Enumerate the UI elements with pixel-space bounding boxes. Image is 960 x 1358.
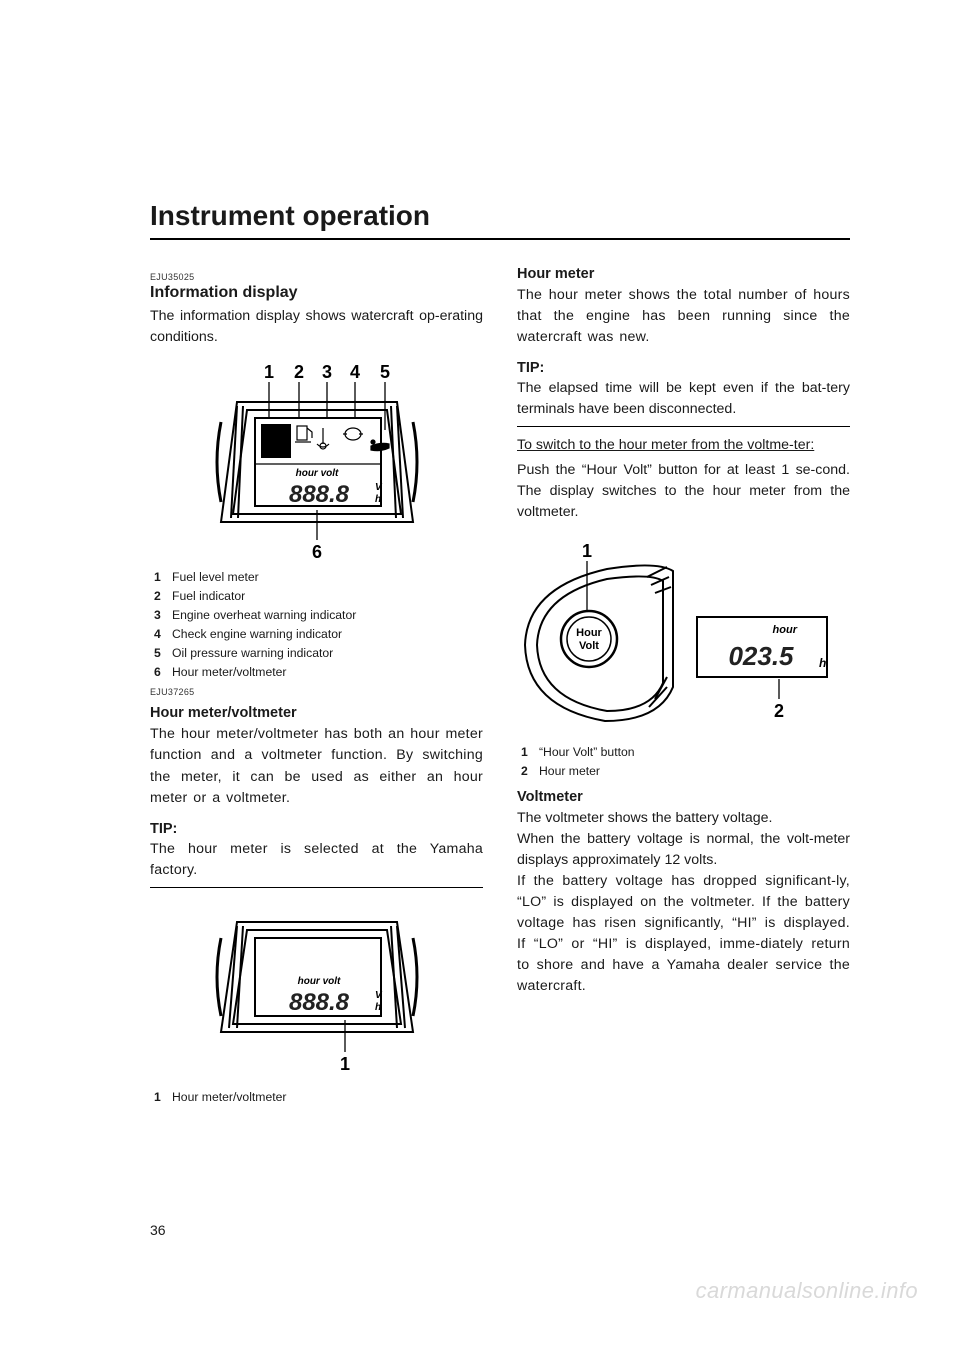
svg-text:1: 1: [582, 541, 592, 561]
body-text: When the battery voltage is normal, the …: [517, 829, 850, 871]
subsection-heading: Hour meter/voltmeter: [150, 705, 483, 721]
subsection-heading: Voltmeter: [517, 789, 850, 805]
legend-item: 3Engine overheat warning indicator: [154, 606, 483, 625]
svg-text:1: 1: [339, 1054, 349, 1074]
tip-label: TIP:: [150, 821, 483, 837]
svg-text:h: h: [375, 1002, 381, 1013]
legend-item: 1Hour meter/voltmeter: [154, 1088, 483, 1107]
figure-info-display: 1 2 3 4 5: [150, 362, 483, 562]
figure-legend: 1Hour meter/voltmeter: [154, 1088, 483, 1107]
svg-text:hour: hour: [773, 624, 798, 636]
body-text: The hour meter shows the total number of…: [517, 285, 850, 348]
legend-item: 5Oil pressure warning indicator: [154, 644, 483, 663]
svg-text:4: 4: [349, 362, 359, 382]
watermark: carmanualsonline.info: [696, 1278, 918, 1304]
legend-item: 2Fuel indicator: [154, 587, 483, 606]
legend-item: 6Hour meter/voltmeter: [154, 663, 483, 682]
svg-text:h: h: [375, 494, 381, 505]
page-title: Instrument operation: [150, 200, 850, 240]
page-root: Instrument operation EJU35025 Informatio…: [0, 0, 960, 1358]
svg-text:3: 3: [321, 362, 331, 382]
tip-body: The elapsed time will be kept even if th…: [517, 378, 850, 420]
body-text: Push the “Hour Volt” button for at least…: [517, 460, 850, 523]
svg-text:5: 5: [379, 362, 389, 382]
ref-code: EJU35025: [150, 272, 483, 282]
figure-legend: 1“Hour Volt” button 2Hour meter: [521, 743, 850, 781]
page-number: 36: [150, 1222, 166, 1238]
figure-hour-voltmeter: hour volt 888.8 V h 1: [150, 902, 483, 1082]
body-text: The voltmeter shows the battery voltage.: [517, 808, 850, 829]
gauge-diagram-icon: 1 2 3 4 5: [197, 362, 437, 562]
body-text: The hour meter/voltmeter has both an hou…: [150, 724, 483, 808]
tip-label: TIP:: [517, 360, 850, 376]
tip-rule: [150, 887, 483, 888]
two-column-layout: EJU35025 Information display The informa…: [150, 266, 850, 1112]
svg-text:hour volt: hour volt: [297, 976, 340, 987]
svg-text:h: h: [819, 656, 826, 670]
svg-text:Volt: Volt: [579, 640, 599, 652]
svg-text:2: 2: [293, 362, 303, 382]
button-diagram-icon: 1 Hour: [517, 537, 837, 737]
svg-text:023.5: 023.5: [728, 641, 794, 671]
svg-text:1: 1: [263, 362, 273, 382]
svg-text:888.8: 888.8: [288, 989, 349, 1016]
figure-legend: 1Fuel level meter 2Fuel indicator 3Engin…: [154, 568, 483, 681]
right-column: Hour meter The hour meter shows the tota…: [517, 266, 850, 1112]
legend-item: 2Hour meter: [521, 762, 850, 781]
body-text: If the battery voltage has dropped signi…: [517, 871, 850, 997]
subsection-heading: Hour meter: [517, 266, 850, 282]
svg-text:2: 2: [774, 701, 784, 721]
legend-item: 4Check engine warning indicator: [154, 625, 483, 644]
svg-text:888.8: 888.8: [288, 481, 349, 508]
svg-text:Hour: Hour: [576, 627, 602, 639]
legend-item: 1“Hour Volt” button: [521, 743, 850, 762]
legend-item: 1Fuel level meter: [154, 568, 483, 587]
figure-hour-volt-button: 1 Hour: [517, 537, 850, 737]
switch-instruction: To switch to the hour meter from the vol…: [517, 435, 850, 456]
tip-body: The hour meter is selected at the Yamaha…: [150, 839, 483, 881]
body-text: The information display shows watercraft…: [150, 306, 483, 348]
section-heading: Information display: [150, 284, 483, 302]
ref-code: EJU37265: [150, 687, 483, 697]
left-column: EJU35025 Information display The informa…: [150, 266, 483, 1112]
gauge-diagram-icon: hour volt 888.8 V h 1: [207, 902, 427, 1082]
svg-text:hour volt: hour volt: [295, 468, 338, 479]
tip-rule: [517, 426, 850, 427]
svg-text:6: 6: [311, 542, 321, 562]
